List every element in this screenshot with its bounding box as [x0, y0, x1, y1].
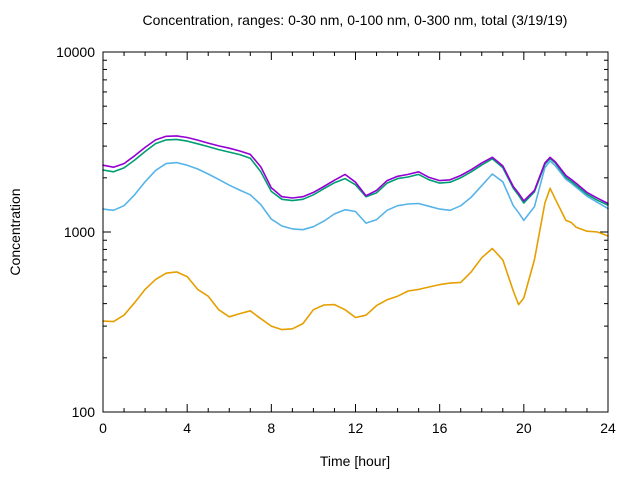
- chart-title: Concentration, ranges: 0-30 nm, 0-100 nm…: [143, 12, 568, 28]
- x-tick-label: 20: [516, 420, 532, 436]
- tick-marks-layer: [102, 51, 609, 413]
- series-line-0-30-nm: [102, 187, 609, 331]
- plot-border: [102, 51, 609, 413]
- x-axis-label: Time [hour]: [320, 453, 390, 469]
- x-tick-label: 4: [183, 420, 191, 436]
- x-tick-label: 24: [600, 420, 616, 436]
- x-tick-label: 8: [267, 420, 275, 436]
- x-tick-label: 12: [348, 420, 364, 436]
- y-axis-label: Concentration: [7, 188, 23, 275]
- tick-labels-layer: 0 4 8 12 16 20 24 100 1000 10000: [56, 44, 616, 436]
- x-tick-label: 0: [99, 420, 107, 436]
- series-line-0-300-nm: [102, 138, 609, 206]
- series-line-0-100-nm: [102, 160, 609, 231]
- series-line-total: [102, 135, 609, 205]
- series-lines-layer: [102, 135, 609, 331]
- y-tick-label: 100: [72, 404, 96, 420]
- y-tick-label: 10000: [56, 44, 95, 60]
- y-tick-label: 1000: [64, 224, 95, 240]
- x-tick-label: 16: [432, 420, 448, 436]
